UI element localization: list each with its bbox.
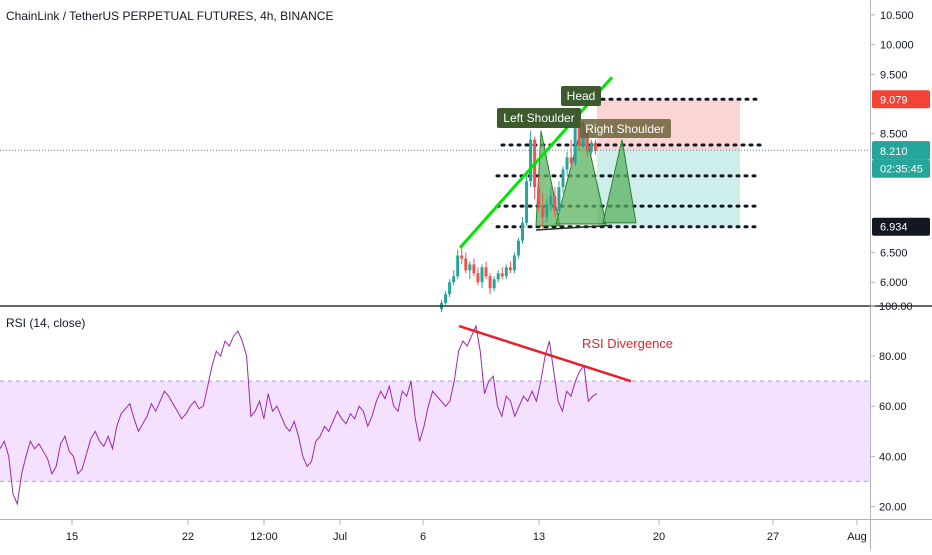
price-label-text: 02:35:45 bbox=[880, 164, 923, 176]
price-tick-label: 6.000 bbox=[880, 277, 908, 289]
candle-body bbox=[508, 267, 512, 271]
time-tick-label: 6 bbox=[420, 531, 426, 543]
candle-body bbox=[525, 181, 529, 223]
candle-body bbox=[448, 282, 452, 295]
rsi-tick-label: 20.00 bbox=[879, 501, 907, 513]
time-tick-label: 13 bbox=[533, 531, 545, 543]
candle-body bbox=[516, 240, 520, 256]
candle-body bbox=[476, 273, 480, 283]
price-label-text: 8.210 bbox=[880, 146, 908, 158]
candle-body bbox=[496, 273, 500, 280]
right-shoulder-label[interactable]: Right Shoulder bbox=[580, 119, 671, 138]
candle-body bbox=[593, 142, 597, 151]
price-label-text: 9.079 bbox=[880, 94, 908, 106]
candle-body bbox=[577, 127, 581, 146]
neckline bbox=[535, 224, 613, 231]
candle-body bbox=[460, 255, 464, 259]
candle-body bbox=[492, 279, 496, 289]
head-label-text: Head bbox=[567, 89, 596, 103]
left-shoulder-label-text: Left Shoulder bbox=[503, 111, 574, 125]
time-tick-label: 20 bbox=[653, 531, 665, 543]
price-tick-label: 6.500 bbox=[880, 248, 908, 260]
price-label-text: 6.934 bbox=[880, 222, 908, 234]
candle-body bbox=[585, 130, 589, 152]
time-tick-label: 15 bbox=[66, 531, 78, 543]
candle-body bbox=[537, 187, 541, 205]
rsi-band bbox=[0, 381, 870, 482]
rsi-divergence-line bbox=[458, 324, 632, 383]
price-label: 02:35:45 bbox=[872, 159, 930, 178]
candle-body bbox=[521, 222, 524, 241]
candle-body bbox=[545, 204, 549, 217]
rsi-line bbox=[0, 324, 598, 506]
candle-body bbox=[541, 204, 545, 217]
time-tick-label: 12:00 bbox=[250, 531, 278, 543]
chart-title: ChainLink / TetherUS PERPETUAL FUTURES, … bbox=[6, 9, 333, 23]
candle-body bbox=[569, 157, 573, 164]
price-tick-label: 10.000 bbox=[880, 40, 914, 52]
right-shoulder-label-text: Right Shoulder bbox=[585, 122, 664, 136]
candle-body bbox=[472, 264, 476, 274]
rsi-tick-label: 60.00 bbox=[879, 401, 907, 413]
time-tick-label: Aug bbox=[847, 531, 867, 543]
price-tick-label: 10.500 bbox=[880, 10, 914, 22]
candle-body bbox=[589, 142, 593, 152]
candle-body bbox=[549, 196, 553, 205]
candle-body bbox=[456, 255, 460, 277]
price-tick-label: 9.500 bbox=[880, 69, 908, 81]
candle-body bbox=[488, 276, 492, 289]
price-label: 9.079 bbox=[872, 90, 930, 109]
candle-body bbox=[484, 267, 488, 277]
price-label: 8.210 bbox=[872, 141, 930, 160]
rsi-tick-label: 80.00 bbox=[879, 351, 907, 363]
candle-body bbox=[500, 273, 504, 277]
left-shoulder-label[interactable]: Left Shoulder bbox=[497, 108, 581, 128]
price-tick-label: 8.500 bbox=[880, 129, 908, 141]
candle-body bbox=[581, 130, 585, 146]
candle-body bbox=[529, 139, 533, 182]
time-tick-label: 22 bbox=[182, 531, 194, 543]
candle-body bbox=[504, 267, 508, 277]
rsi-title: RSI (14, close) bbox=[6, 316, 85, 330]
candle-body bbox=[444, 294, 448, 304]
pattern-triangle bbox=[555, 120, 607, 225]
time-tick-label: 27 bbox=[767, 531, 779, 543]
rsi-tick-label: 40.00 bbox=[879, 451, 907, 463]
candle-body bbox=[553, 196, 557, 211]
candle-body bbox=[512, 255, 516, 271]
candle-body bbox=[573, 127, 577, 164]
candle-body bbox=[565, 157, 569, 170]
candle-body bbox=[464, 258, 468, 271]
head-label[interactable]: Head bbox=[561, 86, 601, 106]
candle-body bbox=[468, 264, 472, 271]
price-label: 6.934 bbox=[872, 217, 930, 236]
rsi-tick-label: 100.00 bbox=[879, 301, 913, 313]
candle-body bbox=[561, 169, 565, 188]
rsi-divergence-label: RSI Divergence bbox=[582, 336, 673, 351]
candle-body bbox=[480, 267, 484, 283]
candle-body bbox=[557, 187, 561, 211]
time-tick-label: Jul bbox=[333, 531, 347, 543]
candle-body bbox=[452, 276, 456, 283]
pattern-triangle bbox=[602, 139, 637, 224]
